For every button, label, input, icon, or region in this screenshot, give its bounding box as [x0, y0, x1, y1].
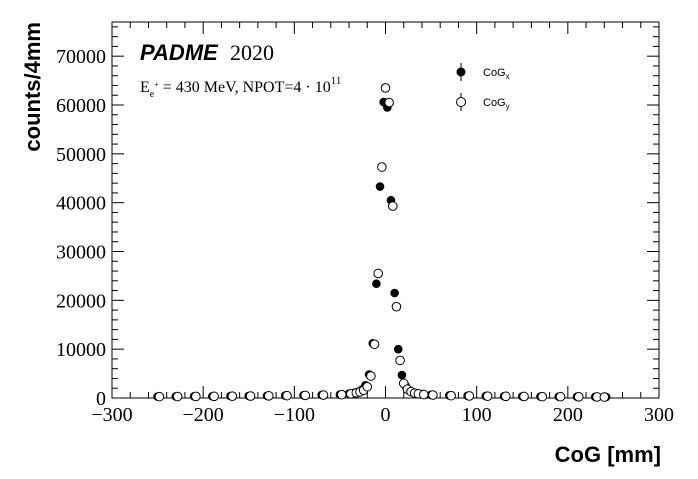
cogy-point [380, 83, 391, 93]
axis-ticks [111, 22, 660, 399]
cogy-point [318, 390, 329, 400]
subtitle-prefix-sup: + [154, 80, 159, 89]
y-tick-label: 60000 [56, 95, 106, 117]
subtitle-prefix-sub: e [150, 89, 155, 100]
cogx-point [397, 370, 407, 380]
subtitle-main: = 430 MeV, NPOT=4 · 10 [159, 79, 331, 96]
cogy-point [482, 391, 493, 401]
legend-cogy-label: CoGy [483, 97, 510, 111]
cogy-point [464, 391, 475, 401]
cogy-point [555, 391, 566, 402]
x-tick-label: −200 [183, 404, 224, 426]
legend-cogx-label: CoGx [483, 67, 510, 81]
cogx-point [372, 279, 381, 289]
x-tick-label: 200 [553, 404, 583, 426]
cogy-point [209, 391, 219, 402]
cogy-point [300, 390, 311, 401]
cogy-point [599, 392, 610, 402]
legend-cogx-sub: x [506, 72, 510, 81]
cogy-point [573, 392, 584, 402]
cogy-point [501, 391, 511, 402]
legend: CoGx CoGy [456, 63, 510, 111]
cogy-point [154, 391, 165, 402]
y-tick-label: 0 [96, 388, 106, 410]
cogy-point [387, 201, 398, 211]
cogy-point [172, 391, 183, 402]
cogy-point [369, 339, 380, 350]
cogy-point [282, 390, 292, 401]
legend-cogx-main: CoG [483, 67, 506, 79]
x-tick-label: −300 [91, 404, 132, 426]
cogy-point [377, 162, 387, 172]
cogy-point [428, 390, 438, 400]
y-tick-label: 50000 [56, 144, 106, 166]
y-tick-label: 20000 [56, 290, 106, 312]
subtitle-prefix: E [140, 79, 150, 96]
cogy-point [446, 390, 456, 401]
y-tick-label: 30000 [56, 242, 106, 264]
cogy-point [362, 381, 373, 392]
brand-label: PADME [140, 40, 219, 65]
cogy-point [391, 301, 402, 312]
cogx-point [390, 288, 399, 298]
data-points [153, 83, 611, 402]
cogy-point [191, 391, 201, 402]
cogy-point [384, 97, 394, 108]
cogy-point [264, 391, 274, 401]
legend-cogx-marker [456, 67, 466, 77]
x-tick-label: −100 [274, 404, 315, 426]
cogx-point [393, 344, 403, 354]
cogy-point [395, 355, 405, 366]
y-tick-label: 70000 [56, 46, 106, 68]
cogy-point [537, 391, 548, 402]
subtitle-exponent: 11 [331, 75, 342, 87]
cogx-point [375, 182, 385, 191]
subtitle: Ee+ = 430 MeV, NPOT=4 · 1011 [140, 75, 341, 100]
x-tick-label: 0 [381, 404, 391, 426]
tick-labels: −300 −200 −100 0 100 200 300 0 10000 20000 30000 40… [56, 46, 674, 426]
cogy-point [227, 391, 238, 401]
cogy-point [519, 391, 529, 402]
y-axis-title: counts/4mm [20, 22, 45, 152]
y-tick-label: 10000 [56, 339, 106, 361]
legend-cogy-marker [456, 97, 466, 107]
legend-cogy-main: CoG [483, 97, 506, 109]
x-tick-label: 300 [644, 404, 674, 426]
cogy-point [366, 371, 376, 381]
x-tick-label: 100 [462, 404, 492, 426]
cogy-point [336, 389, 347, 400]
legend-cogy-sub: y [506, 102, 510, 111]
year-label: 2020 [230, 40, 274, 65]
cogy-point [245, 391, 256, 401]
x-axis-title: CoG [mm] [555, 442, 661, 467]
y-tick-label: 40000 [56, 193, 106, 215]
cogy-point [373, 268, 384, 279]
cogy-point [418, 389, 429, 400]
